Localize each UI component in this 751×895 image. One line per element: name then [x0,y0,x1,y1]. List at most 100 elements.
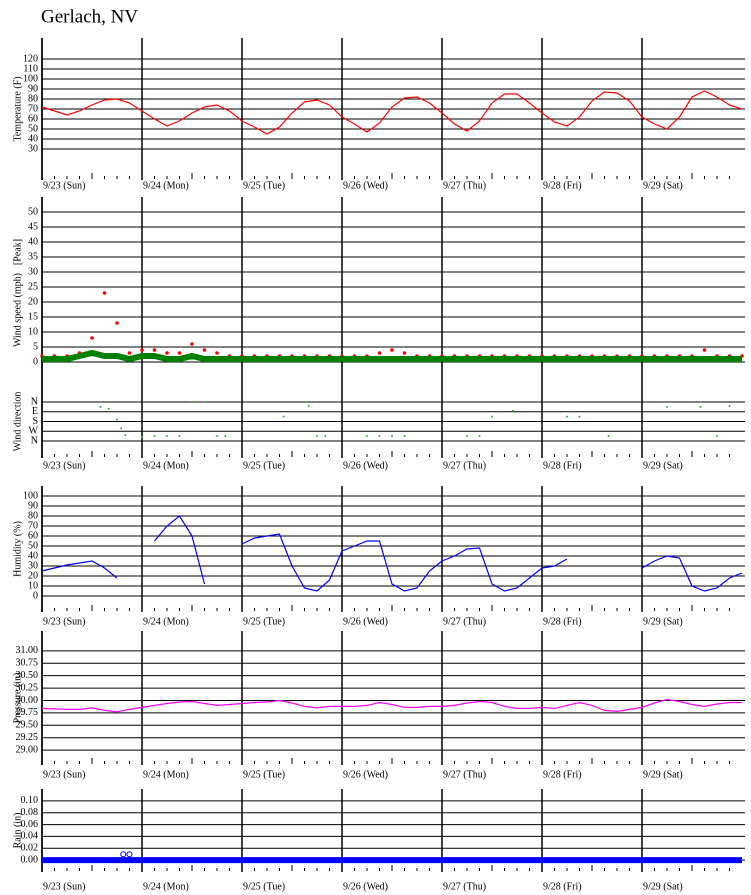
x-tick-label: 9/27 (Thu) [443,616,486,627]
direction-point [166,435,168,438]
x-tick-label: 9/23 (Sun) [43,460,86,471]
y-tick-label: 10 [28,326,38,337]
x-tick-label: 9/24 (Mon) [143,460,189,471]
direction-point [216,435,218,438]
y-tick-label: 50 [28,123,38,134]
legend-label: [Peak] [12,239,23,265]
x-tick-label: 9/29 (Sat) [643,881,683,892]
y-axis-title: Humidity (%) [12,521,23,577]
x-tick-label: 9/25 (Tue) [243,616,285,627]
data-point [165,351,169,355]
direction-point [178,435,181,438]
direction-point [282,415,285,418]
y-tick-label: 50 [28,540,38,551]
direction-point [153,435,156,438]
y-tick-label: 110 [23,63,38,74]
data-point [140,348,144,352]
y-tick-label: 30 [28,266,38,277]
x-tick-label: 9/26 (Wed) [343,180,388,191]
y-axis-title: Rain (in) [12,813,23,849]
y-tick-label: 0.08 [21,807,39,818]
x-tick-label: 9/27 (Thu) [443,769,486,780]
y-tick-label: 30.50 [16,670,39,681]
direction-point [307,404,310,407]
x-tick-label: 9/28 (Fri) [543,180,582,191]
x-tick-label: 9/23 (Sun) [43,769,86,780]
x-tick-label: 9/28 (Fri) [543,460,582,471]
direction-point [566,415,568,418]
direction-point [716,435,718,438]
x-tick-label: 9/27 (Thu) [443,881,486,892]
y-axis-title: Wind speed (mph) [12,273,23,347]
x-tick-label: 9/23 (Sun) [43,180,86,191]
y-tick-label: N [31,396,38,407]
x-tick-label: 9/29 (Sat) [643,460,683,471]
y-tick-label: 120 [23,53,38,64]
y-axis-title: Temperature (F) [12,76,23,141]
y-axis-title: Wind direction [12,392,23,452]
direction-point [491,415,493,418]
data-point [152,348,157,352]
x-tick-label: 9/26 (Wed) [343,769,388,780]
x-tick-label: 9/27 (Thu) [443,180,486,191]
x-tick-label: 9/24 (Mon) [143,769,189,780]
y-tick-label: 0 [33,590,38,601]
y-tick-label: 70 [28,520,38,531]
direction-point [99,405,102,408]
x-tick-label: 9/26 (Wed) [343,881,388,892]
data-point [402,351,407,355]
y-tick-label: 30 [28,560,38,571]
y-tick-label: 0.10 [21,795,39,806]
data-point [126,851,133,858]
y-tick-label: 20 [28,296,38,307]
y-tick-label: 30.25 [16,682,39,693]
x-tick-label: 9/28 (Fri) [543,769,582,780]
data-line [41,90,743,135]
direction-point [107,407,110,410]
y-tick-label: 31.00 [16,645,39,656]
direction-point [478,435,481,438]
y-tick-label: 40 [28,133,38,144]
x-tick-label: 9/25 (Tue) [243,460,285,471]
data-point [90,336,94,340]
data-line [41,515,743,592]
data-point [177,351,182,355]
y-tick-label: 35 [28,251,38,262]
x-tick-label: 9/29 (Sat) [643,769,683,780]
y-tick-label: 60 [28,530,38,541]
y-tick-label: 50 [28,206,38,217]
band-line [42,349,742,363]
direction-point [316,435,318,438]
y-tick-label: 70 [28,103,38,114]
direction-point [141,436,143,439]
y-axis-title: Pressure (in) [12,673,23,724]
y-tick-label: 0.04 [21,831,39,842]
direction-point [203,401,206,403]
direction-point [728,404,731,407]
y-tick-label: 20 [28,570,38,581]
x-tick-label: 9/29 (Sat) [643,180,683,191]
data-point [390,348,394,352]
x-tick-label: 9/27 (Thu) [443,460,486,471]
direction-point [403,435,406,438]
x-tick-label: 9/26 (Wed) [343,616,388,627]
x-tick-label: 9/23 (Sun) [43,616,86,627]
y-tick-label: 0.06 [21,819,39,830]
direction-point [191,401,193,403]
direction-point [511,409,514,412]
y-tick-label: 10 [28,580,38,591]
x-tick-label: 9/26 (Wed) [343,460,388,471]
x-tick-label: 9/24 (Mon) [143,180,189,191]
y-tick-label: 29.00 [16,744,39,755]
y-tick-label: 30 [28,143,38,154]
direction-point [124,434,127,437]
y-tick-label: 45 [28,221,38,232]
direction-point [224,435,227,438]
y-tick-label: 30.00 [16,695,39,706]
y-tick-label: 90 [28,83,38,94]
page-title: Gerlach, NV [41,6,138,27]
y-tick-label: 80 [28,510,38,521]
y-tick-label: 0.02 [21,843,39,854]
data-line [41,698,742,713]
y-tick-label: 40 [28,550,38,561]
